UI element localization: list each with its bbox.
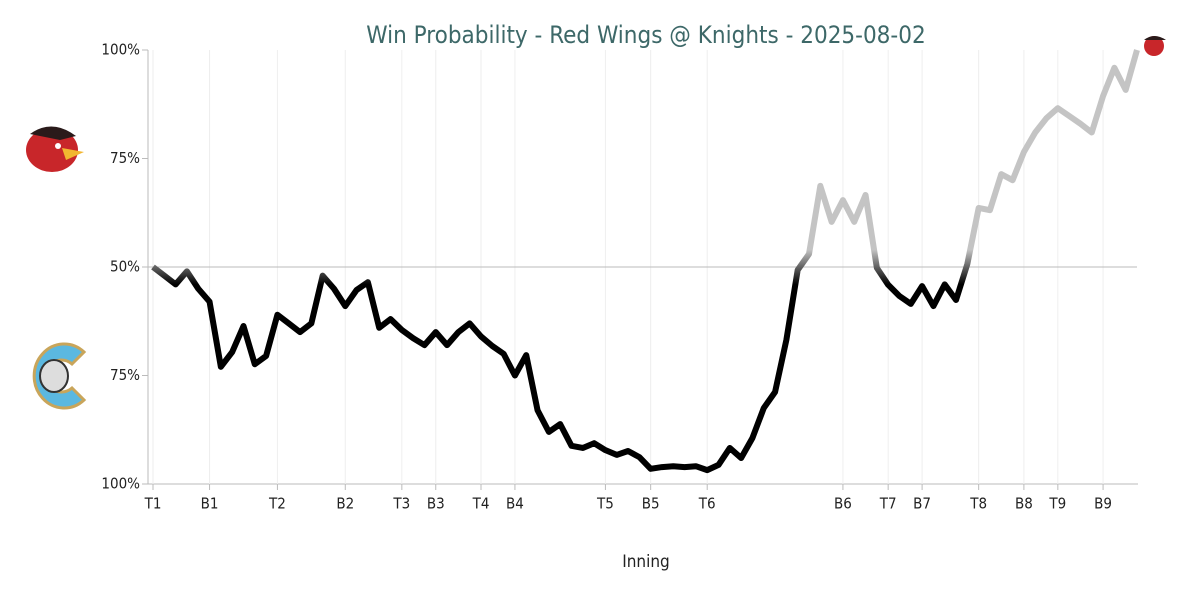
y-tick-label: 75% — [110, 149, 140, 167]
end-logo — [1144, 36, 1166, 56]
y-tick-label: 50% — [110, 258, 140, 276]
x-tick-label: B2 — [336, 495, 354, 513]
x-tick-label: T9 — [1048, 495, 1066, 513]
x-tick-label: T5 — [596, 495, 614, 513]
x-tick-label: B5 — [642, 495, 660, 513]
x-tick-label: T2 — [268, 495, 286, 513]
x-axis-title: Inning — [622, 552, 670, 572]
x-tick-label: B9 — [1094, 495, 1112, 513]
x-tick-label: T4 — [472, 495, 490, 513]
knights-logo — [32, 342, 87, 410]
win-probability-line — [151, 49, 1140, 474]
x-tick-label: T1 — [144, 495, 162, 513]
x-tick-label: B4 — [506, 495, 524, 513]
chart-title: Win Probability - Red Wings @ Knights - … — [366, 21, 925, 49]
x-tick-label: T8 — [969, 495, 987, 513]
y-tick-label: 100% — [101, 41, 140, 59]
y-tick-label: 100% — [101, 475, 140, 493]
x-tick-label: T3 — [392, 495, 410, 513]
red-wings-logo — [26, 126, 84, 172]
y-tick-label: 75% — [110, 366, 140, 384]
x-tick-label: B1 — [201, 495, 219, 513]
x-tick-label: T7 — [879, 495, 897, 513]
x-tick-label: B8 — [1015, 495, 1033, 513]
x-tick-label: B6 — [834, 495, 852, 513]
x-tick-label: T6 — [698, 495, 716, 513]
x-tick-label: B7 — [913, 495, 931, 513]
x-tick-label: B3 — [427, 495, 445, 513]
